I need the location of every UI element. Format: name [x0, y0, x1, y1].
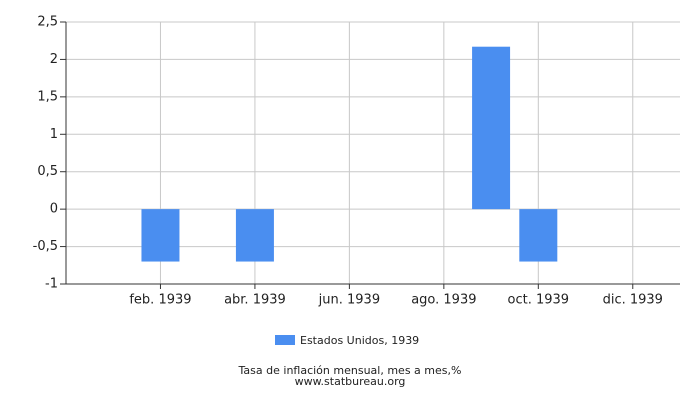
- legend-swatch: [275, 335, 295, 345]
- x-tick-label: feb. 1939: [129, 293, 191, 308]
- bar: [519, 209, 558, 262]
- y-tick-label: 2,5: [37, 15, 58, 30]
- x-axis-label: Tasa de inflación mensual, mes a mes,%: [238, 364, 462, 377]
- y-tick-label: -0,5: [33, 239, 58, 254]
- y-tick-label: -1: [45, 277, 58, 292]
- bar: [141, 209, 180, 262]
- y-tick-label: 1,5: [37, 89, 58, 104]
- x-tick-label: dic. 1939: [603, 293, 663, 308]
- y-tick-label: 1: [50, 127, 58, 142]
- y-tick-label: 2: [50, 52, 58, 67]
- x-tick-label: jun. 1939: [318, 293, 380, 308]
- bar: [472, 46, 511, 210]
- bar: [235, 209, 274, 262]
- y-tick-label: 0: [50, 202, 58, 217]
- y-tick-label: 0,5: [37, 164, 58, 179]
- legend-label: Estados Unidos, 1939: [300, 334, 419, 347]
- x-tick-label: ago. 1939: [411, 293, 476, 308]
- x-tick-label: oct. 1939: [508, 293, 570, 308]
- source: www.statbureau.org: [295, 375, 406, 388]
- x-tick-label: abr. 1939: [224, 293, 286, 308]
